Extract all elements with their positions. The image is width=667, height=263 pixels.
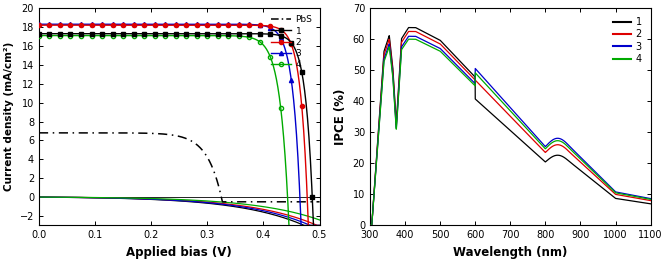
2 xyxy=(646,199,654,202)
1 xyxy=(638,201,646,204)
3 xyxy=(405,35,413,38)
2 xyxy=(502,111,510,114)
3 xyxy=(587,166,595,169)
2 xyxy=(495,103,503,106)
3 xyxy=(646,197,654,200)
Line: 3: 3 xyxy=(370,36,650,225)
4 xyxy=(646,198,654,201)
Y-axis label: Current density (mA/cm²): Current density (mA/cm²) xyxy=(4,42,14,191)
Legend: 1, 2, 3, 4: 1, 2, 3, 4 xyxy=(610,13,646,68)
X-axis label: Wavelength (nm): Wavelength (nm) xyxy=(453,246,568,259)
2 xyxy=(638,198,646,201)
2 xyxy=(380,52,388,55)
Line: 2: 2 xyxy=(370,32,650,225)
Legend: PbS, 1, 2, 3, 4: PbS, 1, 2, 3, 4 xyxy=(268,13,315,72)
X-axis label: Applied bias (V): Applied bias (V) xyxy=(126,246,232,259)
1 xyxy=(646,202,654,205)
4 xyxy=(380,59,388,62)
2 xyxy=(405,30,413,33)
Line: 1: 1 xyxy=(370,28,650,225)
1 xyxy=(366,224,374,227)
4 xyxy=(638,196,646,199)
4 xyxy=(587,168,595,171)
2 xyxy=(638,198,646,201)
4 xyxy=(366,224,374,227)
1 xyxy=(587,177,595,180)
1 xyxy=(638,201,646,204)
4 xyxy=(405,38,413,41)
3 xyxy=(495,94,503,97)
3 xyxy=(638,195,646,199)
3 xyxy=(638,195,646,199)
Y-axis label: IPCE (%): IPCE (%) xyxy=(334,89,348,145)
4 xyxy=(638,196,646,199)
3 xyxy=(502,102,510,105)
1 xyxy=(380,49,388,52)
2 xyxy=(587,170,595,174)
3 xyxy=(366,224,374,227)
3 xyxy=(380,57,388,60)
Line: 4: 4 xyxy=(370,39,650,225)
1 xyxy=(405,26,413,29)
2 xyxy=(366,224,374,227)
4 xyxy=(495,97,503,100)
1 xyxy=(495,119,503,122)
1 xyxy=(502,125,510,129)
4 xyxy=(502,105,510,108)
